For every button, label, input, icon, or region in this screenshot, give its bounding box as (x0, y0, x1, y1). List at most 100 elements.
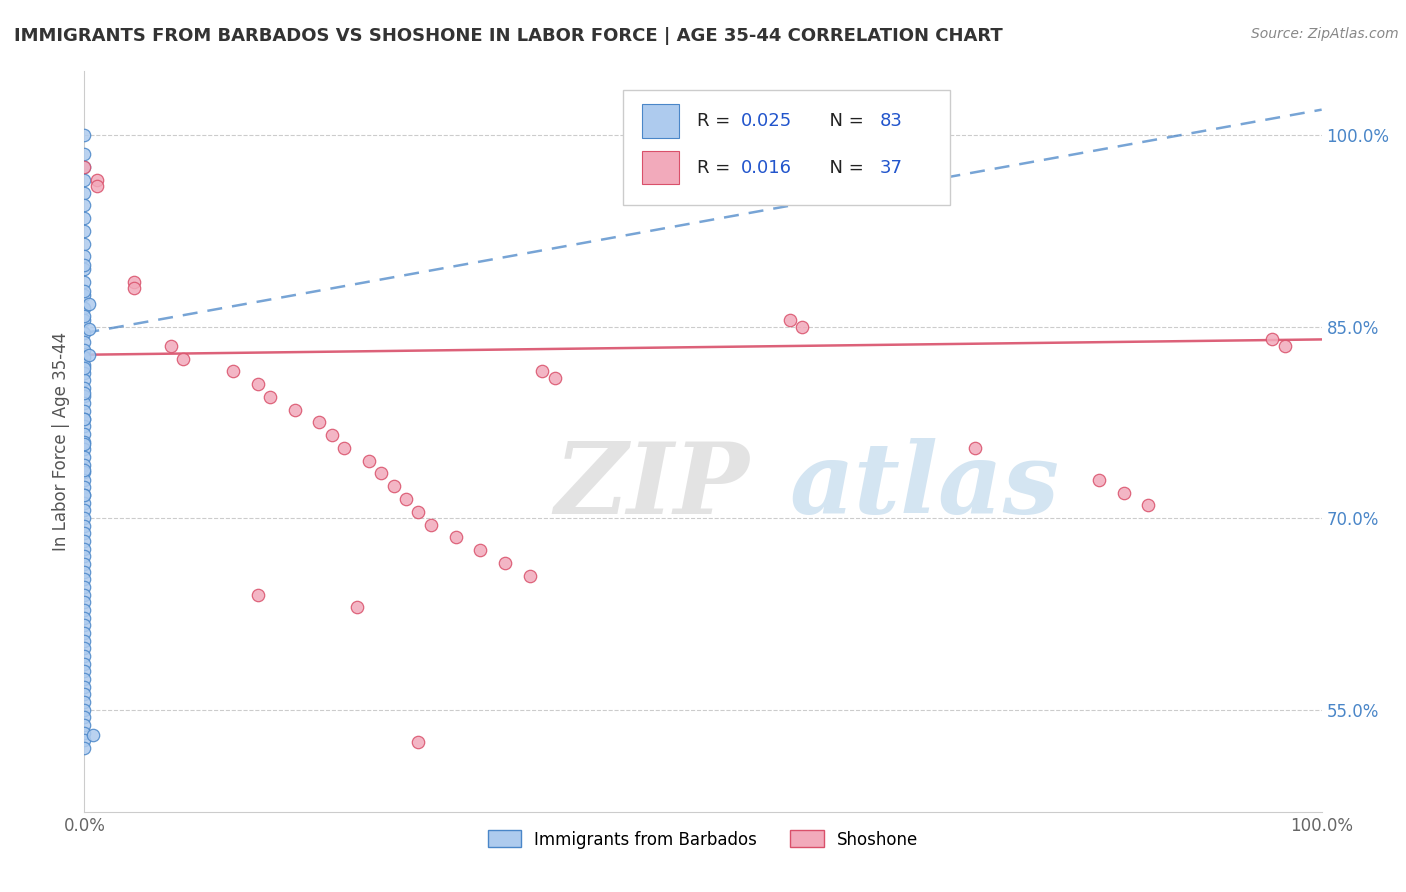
Point (284, 402, 307, 417)
Text: R =: R = (697, 112, 735, 130)
Point (1112, 485, 1135, 500)
Point (73, 665, 96, 679)
Point (73, 565, 96, 579)
Text: 0.025: 0.025 (741, 112, 793, 130)
Point (444, 530, 467, 544)
Point (73, 641, 96, 656)
Point (73, 618, 96, 632)
Point (73, 358, 96, 372)
Point (73, 326, 96, 340)
Point (1274, 339, 1296, 353)
Point (73, 526, 96, 541)
Point (408, 734, 430, 748)
Point (73, 381, 96, 395)
Point (790, 319, 813, 334)
Point (543, 370, 565, 384)
Point (73, 186, 96, 200)
Point (73, 488, 96, 502)
Point (73, 511, 96, 525)
Point (73, 351, 96, 365)
Point (86, 173, 108, 187)
Point (160, 339, 183, 353)
Point (531, 364, 554, 378)
Point (73, 580, 96, 594)
Point (73, 534, 96, 549)
Point (419, 517, 441, 532)
Point (73, 488, 96, 502)
Point (73, 718, 96, 732)
Point (73, 626, 96, 640)
Point (321, 428, 343, 442)
Point (73, 404, 96, 418)
Point (965, 441, 987, 455)
Point (73, 573, 96, 587)
Point (73, 680, 96, 694)
Text: 0.016: 0.016 (741, 159, 793, 177)
Text: 83: 83 (880, 112, 903, 130)
Point (73, 603, 96, 617)
Point (122, 275, 145, 289)
Point (73, 259, 96, 273)
Point (73, 672, 96, 686)
FancyBboxPatch shape (643, 151, 679, 185)
Point (73, 236, 96, 251)
Point (73, 648, 96, 663)
Point (73, 360, 96, 375)
Point (73, 541, 96, 556)
Point (308, 416, 330, 430)
Point (73, 633, 96, 648)
Point (222, 364, 245, 378)
Point (73, 733, 96, 747)
Point (73, 386, 96, 401)
Point (73, 275, 96, 289)
Point (73, 373, 96, 387)
Point (73, 450, 96, 464)
Point (73, 462, 96, 476)
Point (73, 334, 96, 349)
Point (73, 588, 96, 602)
Point (408, 505, 430, 519)
Point (73, 740, 96, 755)
Point (73, 249, 96, 264)
Point (395, 491, 418, 506)
Point (73, 442, 96, 457)
Point (1261, 333, 1284, 347)
Point (73, 301, 96, 315)
Point (779, 313, 801, 327)
Point (73, 396, 96, 410)
Point (73, 160, 96, 174)
Text: ZIP: ZIP (554, 438, 749, 534)
Text: N =: N = (818, 112, 869, 130)
Point (470, 543, 492, 558)
Point (246, 588, 269, 602)
Point (73, 284, 96, 298)
Point (172, 351, 194, 366)
Point (333, 441, 356, 455)
Text: atlas: atlas (790, 438, 1060, 534)
Point (346, 600, 368, 615)
Point (382, 479, 405, 493)
Point (73, 198, 96, 212)
Point (73, 411, 96, 425)
Point (519, 568, 541, 582)
Point (73, 419, 96, 434)
FancyBboxPatch shape (643, 104, 679, 137)
Point (73, 687, 96, 701)
Point (357, 453, 380, 467)
Point (73, 557, 96, 571)
Point (73, 595, 96, 609)
Point (73, 503, 96, 517)
Point (73, 703, 96, 717)
Point (259, 390, 281, 404)
Point (79, 348, 101, 362)
Text: N =: N = (818, 159, 869, 177)
Point (73, 287, 96, 301)
Point (73, 343, 96, 357)
Point (73, 224, 96, 238)
Legend: Immigrants from Barbados, Shoshone: Immigrants from Barbados, Shoshone (481, 823, 925, 855)
Point (73, 173, 96, 187)
Point (79, 296, 101, 310)
Point (73, 473, 96, 487)
Point (73, 211, 96, 226)
Point (73, 147, 96, 161)
